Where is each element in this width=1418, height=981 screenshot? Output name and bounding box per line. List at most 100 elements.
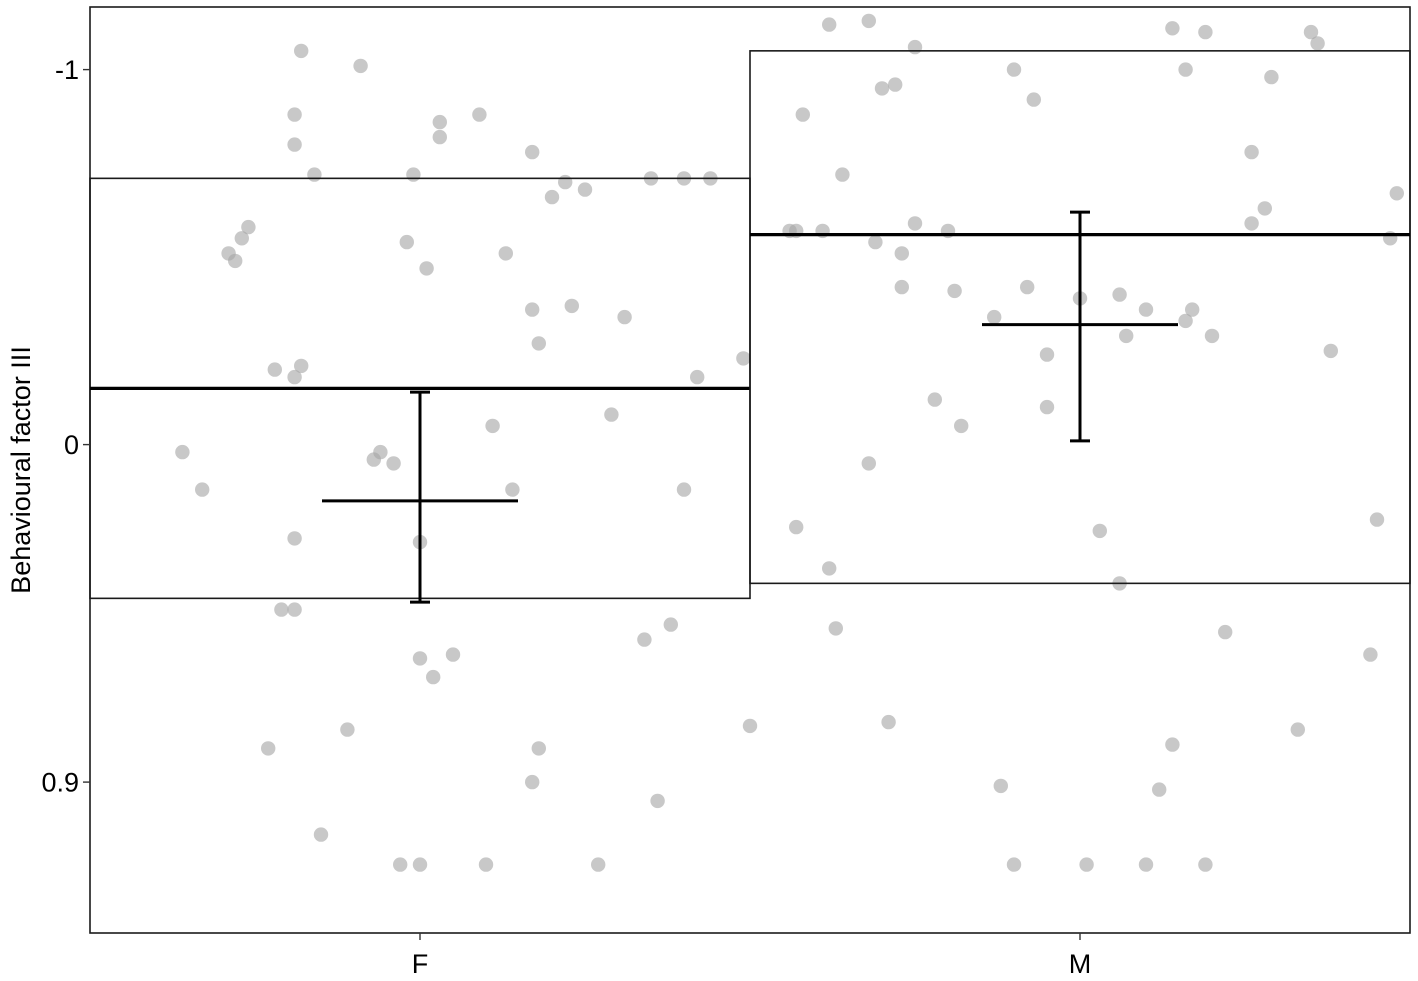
data-point-m (1244, 216, 1259, 231)
y-tick-label: 0.9 (41, 768, 79, 798)
data-point-m (1389, 186, 1405, 201)
data-point-m (1138, 302, 1154, 317)
x-tick-label: M (1069, 949, 1092, 979)
data-point-f (604, 407, 619, 422)
data-point-m (927, 392, 942, 407)
points-layer (175, 13, 1405, 872)
data-point-f (412, 857, 428, 872)
data-point-f (353, 58, 368, 74)
data-point-f (241, 219, 256, 235)
data-point-m (1006, 857, 1022, 872)
data-point-m (1165, 737, 1180, 752)
data-point-m (822, 17, 837, 32)
data-point-f (287, 602, 302, 617)
data-point-m (1079, 857, 1094, 872)
data-point-f (287, 137, 302, 152)
data-point-f (498, 246, 513, 261)
data-point-f (307, 167, 322, 182)
data-point-f (663, 617, 678, 632)
data-point-f (175, 444, 190, 460)
y-axis-title: Behavioural factor III (6, 346, 36, 594)
data-point-m (1006, 62, 1022, 77)
data-point-m (1039, 399, 1055, 415)
data-point-f (564, 298, 579, 314)
data-point-f (478, 857, 494, 872)
data-point-f (690, 369, 705, 385)
data-point-f (228, 253, 243, 269)
data-point-m (1138, 857, 1154, 872)
data-point-m (894, 246, 909, 261)
data-point-f (472, 107, 487, 122)
data-point-m (1290, 722, 1306, 737)
data-point-m (828, 621, 843, 636)
data-point-f (432, 129, 447, 145)
data-point-f (558, 174, 573, 190)
data-point-f (234, 231, 249, 246)
data-point-m (874, 81, 890, 96)
data-point-f (525, 302, 540, 317)
data-point-m (1198, 24, 1213, 40)
data-point-f (577, 182, 593, 197)
data-point-f (525, 774, 540, 790)
data-point-m (1185, 302, 1200, 317)
data-point-m (1152, 782, 1167, 797)
data-point-m (954, 418, 969, 434)
data-point-m (742, 718, 758, 734)
data-point-m (1026, 92, 1042, 107)
data-point-f (525, 144, 540, 160)
data-point-f (287, 107, 302, 122)
data-point-m (822, 561, 837, 576)
data-point-f (406, 167, 421, 182)
data-point-f (274, 602, 289, 617)
data-point-m (835, 167, 850, 182)
data-point-f (650, 793, 665, 809)
data-point-m (1310, 36, 1325, 51)
data-point-m (1178, 313, 1193, 329)
data-point-f (261, 741, 276, 756)
data-point-f (637, 632, 652, 647)
data-point-m (881, 714, 896, 730)
data-point-f (195, 482, 210, 497)
data-point-m (1218, 624, 1233, 640)
data-point-m (947, 283, 962, 299)
data-point-f (393, 857, 408, 872)
data-point-f (676, 482, 692, 497)
data-point-m (789, 519, 804, 535)
data-point-m (1264, 69, 1279, 85)
data-point-f (591, 857, 606, 872)
x-tick-label: F (412, 949, 429, 979)
data-point-m (987, 309, 1002, 325)
data-point-m (1092, 523, 1108, 539)
data-point-f (412, 651, 428, 666)
data-point-f (445, 647, 461, 662)
data-point-m (907, 39, 923, 55)
data-point-m (1019, 279, 1035, 295)
data-point-m (1303, 24, 1319, 40)
data-point-f (736, 351, 751, 366)
data-point-f (485, 418, 500, 434)
data-point-m (1198, 857, 1213, 872)
data-point-f (267, 362, 282, 377)
data-point-f (294, 43, 309, 59)
data-point-m (1165, 21, 1180, 36)
data-point-f (505, 482, 520, 497)
data-point-m (861, 456, 876, 471)
data-point-f (531, 741, 546, 756)
data-point-f (426, 669, 441, 685)
data-point-m (1244, 144, 1259, 160)
data-point-m (907, 216, 923, 231)
summary-layer (89, 50, 1411, 604)
data-point-f (313, 827, 329, 842)
data-point-f (386, 456, 401, 471)
data-point-m (1323, 343, 1339, 359)
data-point-m (894, 279, 909, 295)
data-point-m (1112, 287, 1127, 302)
data-point-f (544, 189, 560, 205)
data-point-m (1257, 201, 1273, 216)
data-point-m (861, 13, 876, 29)
data-point-m (795, 107, 810, 122)
y-tick-label: 0 (64, 430, 79, 460)
data-point-f (287, 531, 302, 546)
